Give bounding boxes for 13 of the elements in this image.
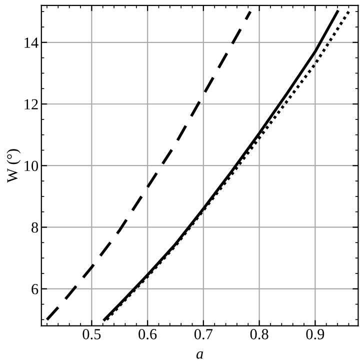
x-tick-label: 0.8 xyxy=(250,329,268,340)
x-tick-label: 0.5 xyxy=(82,329,101,340)
y-tick-label: 8 xyxy=(32,222,38,233)
x-tick-label: 0.9 xyxy=(306,329,324,340)
y-tick-label: 12 xyxy=(24,99,38,110)
y-tick-label: 14 xyxy=(24,38,38,48)
y-tick-label: 10 xyxy=(24,160,38,172)
y-tick-label: 6 xyxy=(32,284,38,294)
y-axis-title: W (°) xyxy=(6,149,21,183)
line-series xyxy=(46,10,252,322)
x-tick-label: 0.6 xyxy=(138,329,157,340)
x-axis-title: a xyxy=(196,351,204,359)
x-tick-label: 0.7 xyxy=(194,329,213,340)
